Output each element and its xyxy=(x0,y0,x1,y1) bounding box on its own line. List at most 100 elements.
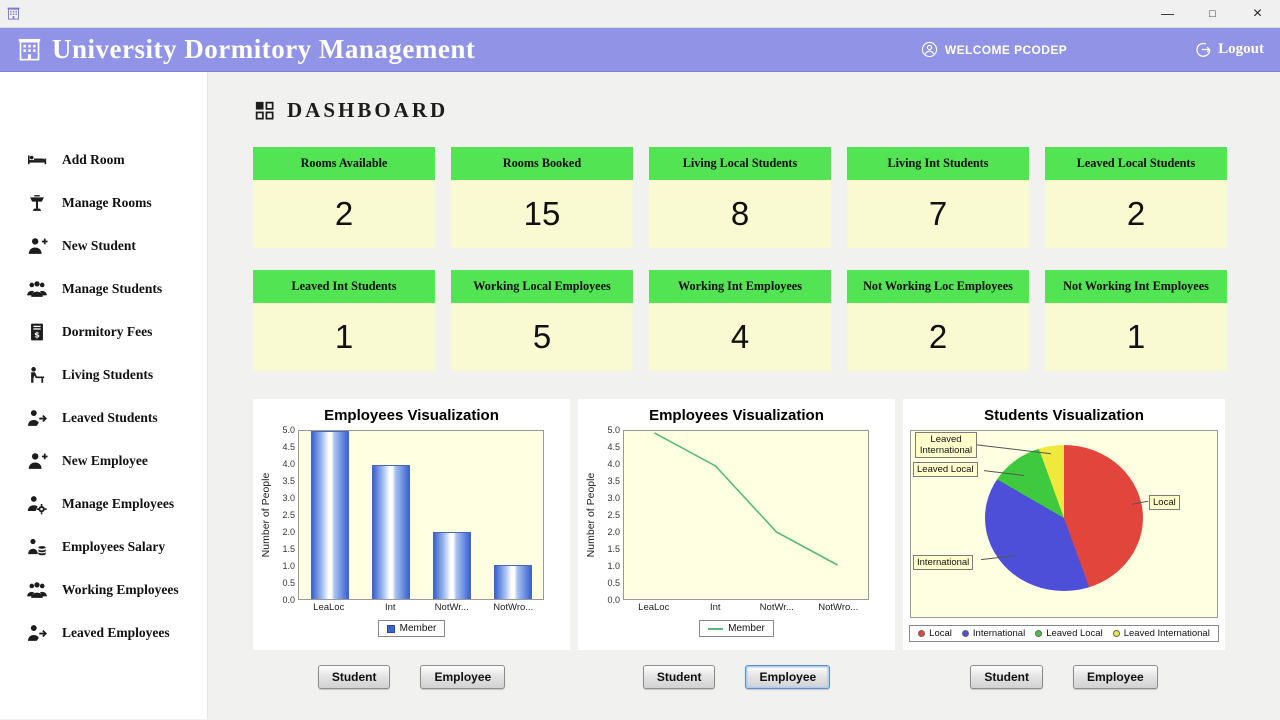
stat-card: Rooms Booked 15 xyxy=(451,147,633,248)
x-tick-label: NotWro... xyxy=(493,602,534,613)
add-room-icon xyxy=(26,149,48,171)
sidebar-item-employees-salary[interactable]: Employees Salary xyxy=(26,533,207,560)
chart-legend: Member xyxy=(699,620,774,637)
chart-title: Employees Visualization xyxy=(324,407,499,424)
x-tick-label: NotWro... xyxy=(818,602,859,613)
stat-card-label: Not Working Loc Employees xyxy=(847,270,1029,303)
app-icon xyxy=(6,6,21,21)
legend-item: Leaved International xyxy=(1112,628,1210,639)
y-tick-label: 2.0 xyxy=(607,527,620,537)
stat-card-value: 7 xyxy=(847,180,1029,248)
sidebar-item-label: Manage Students xyxy=(62,280,163,296)
stat-card: Living Int Students 7 xyxy=(847,147,1029,248)
y-tick-label: 0.5 xyxy=(282,578,295,588)
sidebar-item-label: Employees Salary xyxy=(62,538,166,554)
stat-card-label: Rooms Available xyxy=(253,147,435,180)
dashboard-header: DASHBOARD xyxy=(253,98,1280,123)
leaved-students-icon xyxy=(26,407,48,429)
y-tick-label: 3.0 xyxy=(607,493,620,503)
logout-label: Logout xyxy=(1218,41,1264,57)
y-tick-label: 3.0 xyxy=(282,493,295,503)
sidebar-item-new-student[interactable]: New Student xyxy=(26,232,207,259)
welcome-text: WELCOME PCODEP xyxy=(944,42,1068,57)
employee-button-3[interactable]: Employee xyxy=(1072,665,1158,689)
legend-swatch xyxy=(386,624,395,633)
close-button[interactable]: × xyxy=(1252,4,1263,22)
legend-label: Leaved International xyxy=(1123,628,1210,639)
student-button-1[interactable]: Student xyxy=(317,665,391,689)
page-title: DASHBOARD xyxy=(287,98,449,122)
y-tick-label: 1.0 xyxy=(607,561,620,571)
employee-button-1[interactable]: Employee xyxy=(420,665,506,689)
y-tick-label: 0.0 xyxy=(282,595,295,605)
stat-card-value: 2 xyxy=(1045,180,1227,248)
y-tick-label: 4.5 xyxy=(607,442,620,452)
legend-swatch xyxy=(961,630,969,637)
y-tick-label: 4.5 xyxy=(282,442,295,452)
sidebar-item-manage-students[interactable]: Manage Students xyxy=(26,275,207,302)
pie-label-local: Local xyxy=(1149,495,1180,510)
manage-rooms-icon xyxy=(26,192,48,214)
sidebar-item-new-employee[interactable]: New Employee xyxy=(26,447,207,474)
line-plot-area xyxy=(623,430,869,600)
stat-card-label: Rooms Booked xyxy=(451,147,633,180)
x-tick-label: NotWr... xyxy=(759,602,794,613)
employee-button-2[interactable]: Employee xyxy=(745,665,831,689)
sidebar-item-working-employees[interactable]: Working Employees xyxy=(26,576,207,603)
minimize-button[interactable]: — xyxy=(1161,6,1174,21)
legend-item: International xyxy=(961,628,1025,639)
logout-button[interactable]: Logout xyxy=(1195,41,1264,58)
y-tick-label: 2.0 xyxy=(282,527,295,537)
footer-buttons: Student Employee Student Employee Studen… xyxy=(253,665,1280,689)
stat-card-value: 2 xyxy=(847,303,1029,371)
sidebar-item-manage-rooms[interactable]: Manage Rooms xyxy=(26,189,207,216)
building-icon xyxy=(16,36,43,63)
working-employees-icon xyxy=(26,579,48,601)
y-tick-label: 1.5 xyxy=(282,544,295,554)
stat-card-value: 1 xyxy=(253,303,435,371)
stat-card-value: 8 xyxy=(649,180,831,248)
student-button-3[interactable]: Student xyxy=(970,665,1043,689)
pie-plot-area: Leaved International Leaved Local Local … xyxy=(910,430,1218,618)
bar-slot xyxy=(421,431,482,599)
charts-row: Employees Visualization Number of People… xyxy=(253,399,1280,650)
stat-card: Rooms Available 2 xyxy=(253,147,435,248)
y-tick-label: 1.5 xyxy=(607,544,620,554)
button-group-2: Student Employee xyxy=(578,665,895,689)
manage-employees-icon xyxy=(26,493,48,515)
bar-slot xyxy=(299,431,360,599)
chart-title: Students Visualization xyxy=(984,407,1144,424)
sidebar-item-label: Manage Rooms xyxy=(62,194,152,210)
app-title-text: University Dormitory Management xyxy=(52,34,476,64)
sidebar-item-leaved-students[interactable]: Leaved Students xyxy=(26,404,207,431)
student-button-2[interactable]: Student xyxy=(642,665,716,689)
stat-card: Working Int Employees 4 xyxy=(649,270,831,371)
y-tick-label: 4.0 xyxy=(607,459,620,469)
y-tick-label: 4.0 xyxy=(282,459,295,469)
button-group-3: Student Employee xyxy=(903,665,1225,689)
legend-label: Member xyxy=(728,623,765,634)
bar-slot xyxy=(360,431,421,599)
sidebar-item-label: New Student xyxy=(62,237,136,253)
sidebar-item-leaved-employees[interactable]: Leaved Employees xyxy=(26,619,207,646)
sidebar-item-label: Leaved Employees xyxy=(62,624,170,640)
y-tick-label: 5.0 xyxy=(607,425,620,435)
window-titlebar: — □ × xyxy=(0,0,1280,28)
sidebar-item-add-room[interactable]: Add Room xyxy=(26,146,207,173)
y-axis-title: Number of People xyxy=(259,472,272,558)
sidebar-item-living-students[interactable]: Living Students xyxy=(26,361,207,388)
legend-label: Leaved Local xyxy=(1046,628,1103,639)
maximize-button[interactable]: □ xyxy=(1209,7,1216,20)
sidebar-item-manage-employees[interactable]: Manage Employees xyxy=(26,490,207,517)
legend-item: Local xyxy=(918,628,952,639)
students-pie-chart-panel: Students Visualization Leaved Internatio… xyxy=(903,399,1225,650)
y-tick-label: 3.5 xyxy=(282,476,295,486)
y-tick-label: 0.5 xyxy=(607,578,620,588)
pie-label-leaved-international: Leaved International xyxy=(915,432,977,458)
dashboard-grid-icon xyxy=(253,99,276,122)
pie-label-international: International xyxy=(913,555,974,570)
stat-card-label: Leaved Int Students xyxy=(253,270,435,303)
sidebar-item-dormitory-fees[interactable]: Dormitory Fees xyxy=(26,318,207,345)
y-tick-label: 3.5 xyxy=(607,476,620,486)
stat-card-value: 1 xyxy=(1045,303,1227,371)
